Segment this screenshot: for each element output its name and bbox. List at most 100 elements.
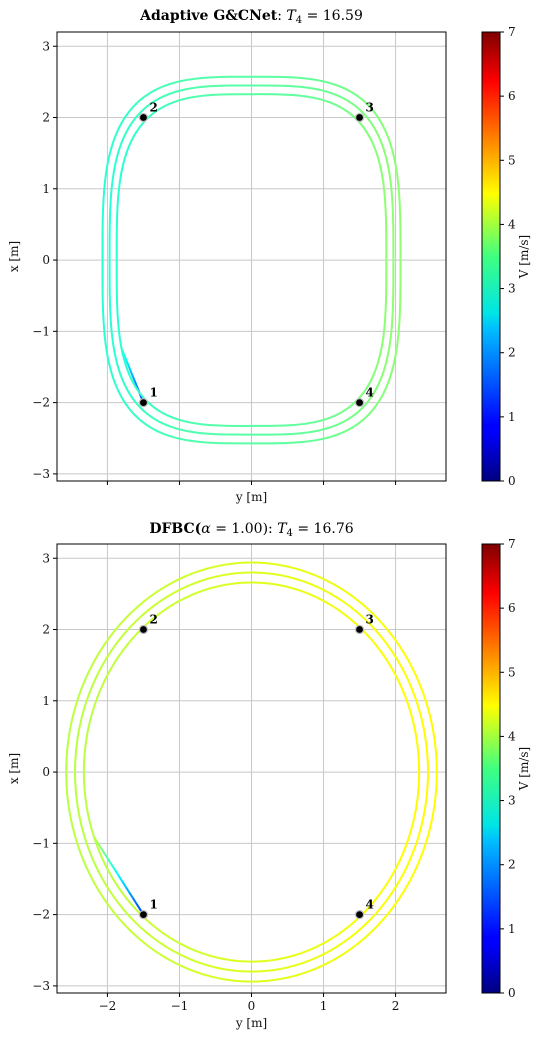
trajectory-segment [170, 949, 180, 955]
trajectory-segment [162, 932, 171, 939]
trajectory-segment [98, 662, 105, 673]
trajectory-segment [190, 439, 200, 443]
trajectory-segment [424, 735, 428, 746]
trajectory-segment [155, 586, 165, 594]
trajectory-segment [66, 791, 69, 803]
trajectory-segment [332, 605, 341, 612]
trajectory-segment [428, 820, 433, 831]
colorbar-tick-label: 4 [508, 729, 516, 743]
trajectory-segment [336, 929, 345, 936]
trajectory-segment [233, 979, 244, 983]
trajectory-segment [384, 198, 387, 210]
trajectory-segment [74, 782, 77, 793]
trajectory-segment [87, 718, 92, 729]
trajectory-segment [383, 625, 392, 634]
trajectory-segment [83, 749, 86, 760]
waypoint-label-2: 2 [149, 101, 157, 115]
trajectory-segment [423, 801, 427, 812]
trajectory-segment [288, 576, 298, 581]
trajectory-segment [397, 891, 404, 901]
trajectory-segment [221, 957, 231, 961]
trajectory-segment [375, 905, 383, 914]
trajectory-segment [381, 176, 385, 186]
trajectory-segment [204, 93, 215, 97]
trajectory-segment [173, 961, 184, 968]
trajectory-segment [406, 877, 413, 887]
trajectory-segment [83, 789, 87, 800]
trajectory-segment [122, 643, 129, 652]
trajectory-segment [183, 572, 193, 578]
trajectory-segment [386, 347, 391, 357]
trajectory-segment [383, 322, 386, 332]
trajectory-segment [146, 944, 156, 952]
trajectory-segment [413, 729, 418, 739]
trajectory-segment [113, 623, 122, 632]
trajectory-segment [185, 77, 195, 81]
trajectory-segment [135, 902, 141, 911]
waypoint-marker-2 [138, 624, 149, 635]
waypoint-marker-1 [138, 398, 149, 408]
trajectory-segment [193, 431, 202, 435]
y-axis-label: x [m] [7, 753, 21, 784]
trajectory-segment [304, 947, 314, 953]
trajectory-segment [75, 740, 79, 751]
trajectory-segment [205, 963, 215, 968]
trajectory-segment [203, 973, 213, 978]
colorbar-tick-label: 6 [508, 601, 516, 615]
trajectory-segment [66, 800, 71, 811]
trajectory-segment [297, 568, 308, 573]
trajectory-segment [342, 601, 352, 608]
trajectory-segment [376, 918, 384, 927]
trajectory-segment [301, 86, 310, 89]
trajectory-segment [407, 830, 412, 841]
trajectory-segment [275, 563, 285, 567]
trajectory-segment [407, 679, 413, 690]
trajectory-segment [263, 959, 273, 963]
trajectory-segment [207, 954, 217, 959]
trajectory-segment [94, 670, 101, 680]
trajectory-segment [369, 898, 377, 907]
trajectory-segment [102, 896, 109, 906]
colorbar-tick-label: 5 [508, 665, 516, 679]
trajectory-segment [147, 616, 155, 624]
trajectory-segment [410, 869, 417, 880]
trajectory-segment [142, 595, 152, 603]
trajectory-segment [313, 595, 322, 601]
x-tick-label: 0 [248, 999, 256, 1013]
trajectory-segment [295, 76, 306, 80]
trajectory-segment [109, 313, 112, 325]
trajectory-segment [85, 866, 92, 877]
trajectory-segment [361, 615, 369, 623]
trajectory-segment [136, 600, 145, 608]
trajectory-segment [106, 356, 111, 366]
trajectory-segment [397, 328, 400, 340]
trajectory-segment [395, 168, 399, 178]
colorbar-gradient [481, 31, 501, 482]
trajectory-segment [199, 76, 211, 80]
trajectory-segment [295, 972, 305, 977]
trajectory-segment [215, 574, 225, 578]
trajectory-segment [104, 166, 109, 176]
waypoint-marker-2 [138, 112, 149, 123]
trajectory-segment [117, 874, 124, 883]
trajectory-segment [311, 944, 320, 950]
trajectory-segment [94, 650, 102, 660]
trajectory-segment [118, 334, 122, 344]
trajectory-segment [396, 677, 402, 687]
trajectory-segment [391, 866, 398, 876]
trajectory-segment [415, 834, 420, 844]
trajectory-segment [80, 680, 86, 691]
trajectory-segment [303, 77, 313, 81]
trajectory-segment [90, 854, 96, 865]
trajectory-segment [183, 438, 193, 442]
trajectory-segment [186, 430, 196, 434]
trajectory-segment [378, 886, 386, 895]
trajectory-segment [381, 912, 390, 921]
trajectory-segment [198, 94, 207, 98]
trajectory [101, 75, 402, 445]
trajectory-segment [330, 592, 339, 599]
trajectory-segment [382, 183, 386, 193]
trajectory-segment [147, 604, 156, 611]
trajectory-segment [297, 950, 307, 955]
y-tick-label: 1 [42, 694, 50, 708]
